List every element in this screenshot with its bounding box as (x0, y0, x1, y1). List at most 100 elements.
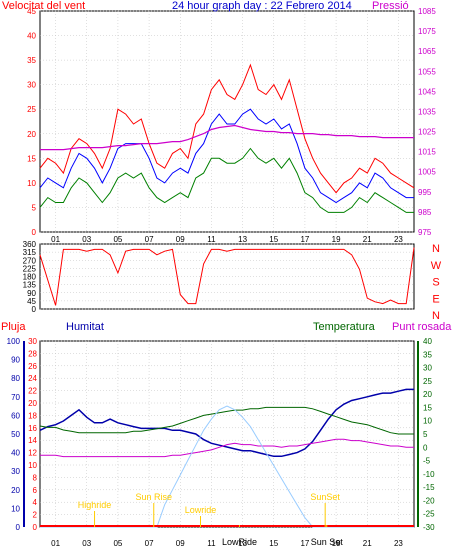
rain-y-tick-label: 8 (33, 473, 38, 482)
compass-label: S (432, 277, 439, 289)
direction-y-tick-label: 360 (23, 240, 37, 249)
rain-y-tick-label: 26 (28, 362, 37, 371)
rain-y-tick-label: 16 (28, 424, 37, 433)
rain-y-tick-label: 10 (28, 461, 37, 470)
pressure-y-tick-label: 1075 (418, 27, 436, 36)
wind-x-tick-label: 19 (332, 235, 341, 244)
humidity-grid (40, 340, 414, 528)
direction-y-tick-label: 135 (23, 281, 37, 290)
wind-y-tick-label: 45 (27, 7, 36, 16)
direction-y-tick-label: 225 (23, 264, 37, 273)
pressure-y-right-ticks: 975 985 995 1005 1015 1025 1035 1045 1055 1065 107… (418, 7, 436, 237)
temperature-y-tick-label: 40 (423, 337, 432, 346)
pressure-y-tick-label: 1015 (418, 148, 436, 157)
series-gust-line (39, 63, 415, 194)
direction-y-tick-label: 0 (32, 305, 37, 314)
rain-y-tick-label: 18 (28, 411, 37, 420)
rain-y-tick-label: 20 (28, 399, 37, 408)
series-pressure-line (40, 124, 414, 151)
compass-label: N (432, 310, 440, 322)
wind-x-tick-label: 03 (82, 235, 91, 244)
series-direction-line (39, 247, 415, 306)
astro-annotations: Highride Sun Rise Lowride SunSet LowRide Sun … (78, 492, 343, 547)
wind-y-tick-label: 40 (27, 32, 36, 41)
humidity-y-tick-label: 30 (11, 467, 20, 476)
wind-x-tick-label: 23 (394, 235, 403, 244)
humidity-x-tick-label: 01 (51, 539, 60, 548)
rain-y-tick-label: 30 (28, 337, 37, 346)
compass-label: E (432, 293, 439, 305)
annotation-label: Sun Set (311, 537, 344, 547)
rain-y-tick-label: 4 (33, 498, 38, 507)
pressure-y-tick-label: 1065 (418, 47, 436, 56)
rain-y-tick-label: 24 (28, 374, 37, 383)
direction-y-tick-label: 180 (23, 273, 37, 282)
pressure-y-tick-label: 995 (418, 188, 432, 197)
humidity-x-tick-label: 09 (176, 539, 185, 548)
chart-title: 24 hour graph day : 22 Febrero 2014 (172, 0, 352, 12)
temperature-y-tick-label: 15 (423, 403, 432, 412)
series-temperature-line (39, 406, 414, 435)
wind-x-tick-label: 21 (363, 235, 372, 244)
compass-label: N (432, 243, 440, 255)
annotation-label: Sun Rise (135, 492, 172, 502)
humidity-x-ticks: 01 03 05 07 09 11 13 15 17 19 21 23 (51, 539, 403, 548)
pressure-y-tick-label: 1035 (418, 107, 436, 116)
wind-x-tick-label: 01 (51, 235, 60, 244)
rain-y-tick-label: 28 (28, 349, 37, 358)
wind-panel-frame (39, 10, 415, 233)
humidity-y-tick-label: 50 (11, 430, 20, 439)
humidity-y-tick-label: 70 (11, 393, 20, 402)
pressure-y-tick-label: 985 (418, 208, 432, 217)
rain-y-tick-label: 12 (28, 449, 37, 458)
wind-x-ticks: 01 03 05 07 09 11 13 15 17 19 21 23 (51, 235, 403, 244)
rain-y-tick-label: 22 (28, 387, 37, 396)
rain-y-tick-label: 2 (33, 511, 38, 520)
humidity-axis-label: Humitat (66, 321, 104, 333)
direction-y-tick-label: 45 (27, 297, 36, 306)
temperature-y-tick-label: -30 (423, 523, 435, 532)
wind-x-tick-label: 07 (145, 235, 154, 244)
humidity-x-tick-label: 05 (113, 539, 122, 548)
wind-x-tick-label: 11 (207, 235, 216, 244)
humidity-x-tick-label: 17 (300, 539, 309, 548)
wind-y-tick-label: 5 (32, 203, 37, 212)
temperature-y-tick-label: 0 (423, 443, 428, 452)
temperature-y-tick-label: 10 (423, 417, 432, 426)
pressure-y-tick-label: 1005 (418, 168, 436, 177)
temperature-y-tick-label: -20 (423, 496, 435, 505)
humidity-axes: 0102030405060708090100024681012141618202… (7, 337, 435, 532)
wind-x-tick-label: 05 (113, 235, 122, 244)
humidity-x-tick-label: 07 (145, 539, 154, 548)
temperature-y-tick-label: 35 (423, 350, 432, 359)
wind-y-tick-label: 25 (27, 105, 36, 114)
compass-label: W (431, 260, 442, 272)
rain-y-tick-label: 14 (28, 436, 37, 445)
humidity-x-tick-label: 23 (394, 539, 403, 548)
wind-y-tick-label: 20 (27, 130, 36, 139)
temperature-y-tick-label: -10 (423, 470, 435, 479)
temperature-y-tick-label: 20 (423, 390, 432, 399)
humidity-x-tick-label: 03 (82, 539, 91, 548)
wind-series (39, 63, 415, 213)
wind-y-tick-label: 10 (27, 179, 36, 188)
series-dewpoint-line (40, 438, 414, 458)
pressure-y-tick-label: 1085 (418, 7, 436, 16)
humidity-y-tick-label: 100 (7, 337, 21, 346)
temperature-axis-label: Temperatura (313, 321, 376, 333)
hum-panel-frame (39, 340, 415, 528)
direction-y-tick-label: 315 (23, 248, 37, 257)
humidity-y-tick-label: 10 (11, 504, 20, 513)
temperature-y-tick-label: -25 (423, 510, 435, 519)
pressure-axis-label: Pressió (372, 0, 409, 12)
wind-y-tick-label: 15 (27, 154, 36, 163)
wind-y-tick-label: 30 (27, 81, 36, 90)
temperature-y-tick-label: 25 (423, 377, 432, 386)
wind-grid (40, 10, 414, 233)
annotation-label: Lowride (185, 505, 217, 515)
wind-y-left-ticks: 0 5 10 15 20 25 30 35 40 45 (27, 7, 36, 237)
